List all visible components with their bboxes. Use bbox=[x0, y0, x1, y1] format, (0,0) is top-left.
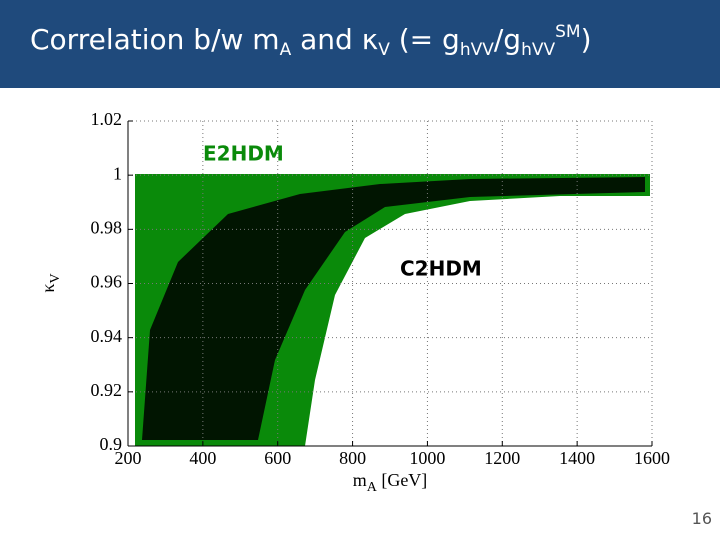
slide-title: Correlation b/w mA and κV (= ghVV/ghVVSM… bbox=[30, 22, 592, 60]
y-tick-label: 0.92 bbox=[91, 380, 123, 400]
title-part: ) bbox=[580, 23, 592, 56]
annotation: E2HDM bbox=[203, 142, 284, 166]
scatter-clouds bbox=[135, 174, 650, 446]
y-tick-label: 1.02 bbox=[91, 109, 123, 129]
y-tick-label: 1 bbox=[113, 163, 122, 183]
x-label-part: m bbox=[353, 470, 367, 490]
title-part: Correlation b/w m bbox=[30, 23, 280, 56]
annotation: C2HDM bbox=[400, 257, 482, 281]
x-tick-label: 1400 bbox=[559, 448, 595, 468]
y-tick-label: 0.98 bbox=[91, 217, 123, 237]
x-tick-label: 600 bbox=[264, 448, 291, 468]
title-part: (= g bbox=[389, 23, 460, 56]
title-part: V bbox=[378, 40, 390, 60]
x-label-part: [GeV] bbox=[377, 470, 427, 490]
x-axis-label: mA [GeV] bbox=[353, 470, 428, 495]
c2hdm-region bbox=[142, 177, 645, 440]
x-tick-label: 800 bbox=[339, 448, 366, 468]
y-axis-label: κV bbox=[38, 273, 63, 292]
page-number: 16 bbox=[691, 509, 712, 528]
title-part: hVV bbox=[521, 40, 556, 60]
y-tick-label: 0.9 bbox=[100, 434, 123, 454]
header: Correlation b/w mA and κV (= ghVV/ghVVSM… bbox=[0, 0, 720, 88]
title-part: /g bbox=[493, 23, 522, 56]
title-part: A bbox=[279, 40, 292, 60]
title-part: hVV bbox=[459, 40, 494, 60]
x-tick-label: 1600 bbox=[634, 448, 670, 468]
x-tick-label: 1000 bbox=[409, 448, 445, 468]
y-tick-label: 0.96 bbox=[91, 272, 123, 292]
x-tick-label: 1200 bbox=[484, 448, 520, 468]
y-label-part: κ bbox=[38, 284, 58, 293]
x-tick-label: 400 bbox=[189, 448, 216, 468]
x-tick-label: 200 bbox=[115, 448, 142, 468]
title-part: and κ bbox=[291, 23, 379, 56]
x-label-part: A bbox=[367, 480, 378, 495]
y-tick-label: 0.94 bbox=[91, 326, 123, 346]
y-label-part: V bbox=[48, 273, 63, 283]
title-part: SM bbox=[555, 22, 581, 42]
